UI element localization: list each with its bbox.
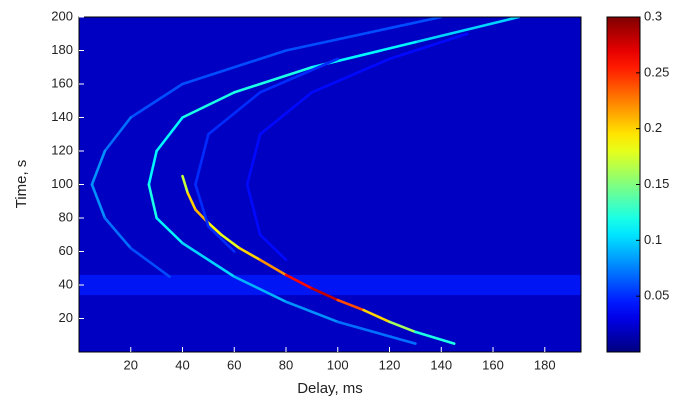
trace-segment	[388, 32, 469, 61]
y-tick-label: 140	[51, 109, 73, 124]
colorbar-tick-label: 0.25	[644, 64, 669, 79]
y-tick-label: 80	[59, 209, 73, 224]
trace-segment	[362, 308, 391, 324]
trace-segment	[181, 49, 288, 86]
y-tick-label: 200	[51, 8, 73, 23]
trace-segment	[147, 149, 158, 186]
x-tick-label: 160	[482, 357, 504, 372]
traces	[90, 17, 521, 345]
trace-segment	[388, 320, 417, 334]
colorbar-tick-label: 0.1	[644, 232, 662, 247]
trace-segment	[336, 298, 365, 312]
trace-segment	[284, 273, 314, 290]
trace-segment	[103, 216, 133, 250]
colorbar-tick-label: 0.05	[644, 288, 669, 303]
noise-band	[79, 274, 581, 296]
y-tick-label: 20	[59, 310, 73, 325]
trace-segment	[103, 116, 133, 153]
trace-segment	[155, 216, 184, 245]
trace-segment	[414, 330, 456, 345]
trace-segment	[207, 91, 262, 136]
trace-segment	[336, 320, 417, 345]
y-tick-label: 160	[51, 75, 73, 90]
y-tick-label: 120	[51, 142, 73, 157]
trace-segment	[181, 174, 189, 195]
trace-segment	[181, 91, 236, 119]
x-tick-label: 80	[279, 357, 293, 372]
colorbar-tick-label: 0.15	[644, 176, 669, 191]
colorbar	[606, 16, 641, 353]
trace-segment	[284, 17, 443, 52]
trace-segment	[258, 91, 314, 136]
y-tick-label: 40	[59, 276, 73, 291]
trace-segment	[90, 183, 107, 220]
trace-segment	[232, 65, 314, 94]
trace-segment	[238, 246, 262, 262]
colorbar-tick-label: 0.2	[644, 120, 662, 135]
x-axis-label: Delay, ms	[297, 380, 363, 397]
trace-segment	[129, 246, 171, 278]
trace-segment	[258, 233, 288, 262]
trace-segment	[207, 225, 236, 253]
trace-segment	[258, 57, 340, 94]
colorbar-tick-label: 0.3	[644, 8, 662, 23]
x-tick-label: 140	[430, 357, 452, 372]
y-tick-label: 100	[51, 176, 73, 191]
x-tick-label: 100	[327, 357, 349, 372]
trace-segment	[207, 221, 223, 237]
y-tick-label: 180	[51, 42, 73, 57]
trace-segment	[181, 241, 236, 278]
trace-segment	[147, 183, 158, 220]
trace-segment	[90, 149, 107, 186]
trace-segment	[284, 300, 340, 324]
x-tick-label: 20	[124, 357, 138, 372]
x-tick-label: 40	[175, 357, 189, 372]
trace-segment	[129, 82, 184, 119]
trace-segment	[220, 233, 241, 250]
x-tick-label: 60	[227, 357, 241, 372]
y-axis-label: Time, s	[13, 160, 30, 209]
trace-segment	[258, 258, 288, 277]
trace-segment	[414, 17, 521, 44]
trace-segment	[310, 287, 340, 302]
heatmap-background	[79, 17, 581, 352]
trace-segment	[310, 57, 391, 94]
trace-segment	[186, 191, 197, 211]
trace-segment	[245, 132, 262, 186]
trace-segment	[194, 183, 210, 228]
y-tick-label: 60	[59, 243, 73, 258]
x-tick-label: 180	[534, 357, 556, 372]
trace-segment	[194, 132, 210, 186]
trace-segment	[232, 275, 288, 304]
trace-segment	[155, 116, 184, 153]
x-tick-label: 120	[379, 357, 401, 372]
trace-segment	[245, 183, 262, 237]
